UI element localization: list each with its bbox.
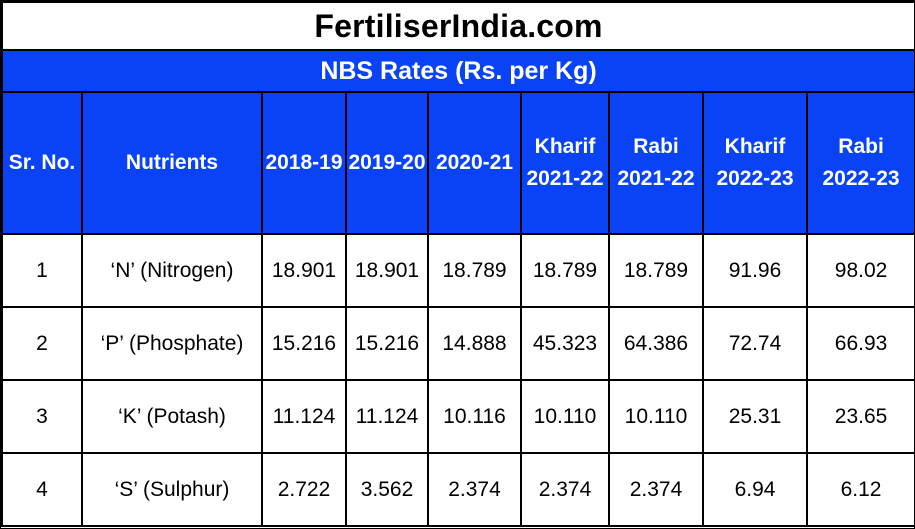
cell-value: 10.110 xyxy=(608,379,704,454)
cell-value: 6.94 xyxy=(702,452,808,527)
cell-value: 18.789 xyxy=(608,233,704,308)
cell-value: 45.323 xyxy=(520,306,610,381)
cell-sr-no: 3 xyxy=(1,379,83,454)
table-row-sulphur: 4 ‘S’ (Sulphur) 2.722 3.562 2.374 2.374 … xyxy=(1,452,915,527)
cell-value: 66.93 xyxy=(805,306,915,381)
cell-sr-no: 2 xyxy=(1,306,83,381)
cell-value: 23.65 xyxy=(805,379,915,454)
cell-value: 2.374 xyxy=(520,452,610,527)
table-title: NBS Rates (Rs. per Kg) xyxy=(0,49,915,93)
header-rabi-2021-22: Rabi 2021-22 xyxy=(608,91,704,235)
table-title-row: NBS Rates (Rs. per Kg) xyxy=(0,49,915,93)
table-row-nitrogen: 1 ‘N’ (Nitrogen) 18.901 18.901 18.789 18… xyxy=(1,233,915,308)
cell-value: 98.02 xyxy=(805,233,915,308)
cell-value: 14.888 xyxy=(427,306,522,381)
cell-value: 25.31 xyxy=(702,379,808,454)
cell-value: 2.374 xyxy=(427,452,522,527)
header-sr-no: Sr. No. xyxy=(1,91,83,235)
cell-value: 72.74 xyxy=(702,306,808,381)
header-rabi-2022-23: Rabi 2022-23 xyxy=(805,91,915,235)
cell-value: 18.789 xyxy=(520,233,610,308)
cell-nutrient: ‘S’ (Sulphur) xyxy=(81,452,263,527)
cell-value: 15.216 xyxy=(261,306,347,381)
cell-value: 64.386 xyxy=(608,306,704,381)
cell-value: 3.562 xyxy=(345,452,429,527)
table-row-phosphate: 2 ‘P’ (Phosphate) 15.216 15.216 14.888 4… xyxy=(1,306,915,381)
cell-nutrient: ‘N’ (Nitrogen) xyxy=(81,233,263,308)
cell-value: 10.110 xyxy=(520,379,610,454)
site-title: FertiliserIndia.com xyxy=(0,1,915,51)
cell-value: 91.96 xyxy=(702,233,808,308)
site-title-row: FertiliserIndia.com xyxy=(0,1,915,51)
header-nutrients: Nutrients xyxy=(81,91,263,235)
cell-value: 11.124 xyxy=(261,379,347,454)
header-2020-21: 2020-21 xyxy=(427,91,522,235)
cell-sr-no: 1 xyxy=(1,233,83,308)
header-2018-19: 2018-19 xyxy=(261,91,347,235)
header-kharif-2022-23: Kharif 2022-23 xyxy=(702,91,808,235)
cell-nutrient: ‘K’ (Potash) xyxy=(81,379,263,454)
header-2019-20: 2019-20 xyxy=(345,91,429,235)
cell-value: 18.901 xyxy=(261,233,347,308)
cell-value: 10.116 xyxy=(427,379,522,454)
cell-value: 2.374 xyxy=(608,452,704,527)
cell-sr-no: 4 xyxy=(1,452,83,527)
cell-value: 2.722 xyxy=(261,452,347,527)
column-header-row: Sr. No. Nutrients 2018-19 2019-20 2020-2… xyxy=(1,91,915,235)
cell-value: 6.12 xyxy=(805,452,915,527)
cell-nutrient: ‘P’ (Phosphate) xyxy=(81,306,263,381)
cell-value: 18.789 xyxy=(427,233,522,308)
cell-value: 11.124 xyxy=(345,379,429,454)
cell-value: 15.216 xyxy=(345,306,429,381)
cell-value: 18.901 xyxy=(345,233,429,308)
table-row-potash: 3 ‘K’ (Potash) 11.124 11.124 10.116 10.1… xyxy=(1,379,915,454)
header-kharif-2021-22: Kharif 2021-22 xyxy=(520,91,610,235)
